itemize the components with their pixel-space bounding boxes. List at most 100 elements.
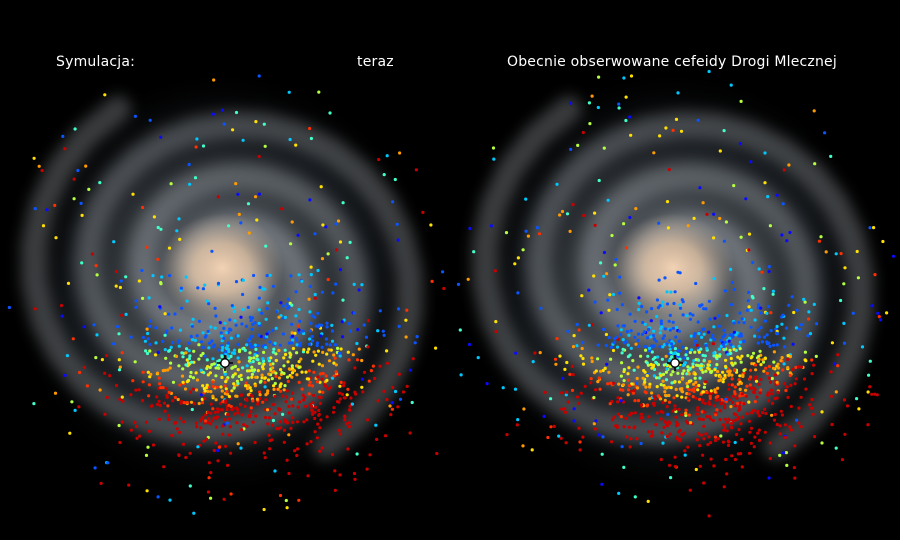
cepheid-dot — [563, 407, 567, 411]
cepheid-dot — [649, 362, 653, 367]
cepheid-dot — [135, 424, 139, 429]
cepheid-dot — [230, 351, 235, 355]
cepheid-dot — [674, 117, 679, 121]
cepheid-dot — [289, 426, 293, 430]
cepheid-dot — [735, 432, 739, 437]
cepheid-dot — [738, 405, 742, 409]
cepheid-dot — [663, 398, 667, 402]
cepheid-dot — [327, 359, 332, 363]
cepheid-dot — [624, 246, 628, 250]
cepheid-dot — [650, 430, 654, 434]
cepheid-dot — [251, 360, 255, 364]
cepheid-dot — [179, 286, 183, 290]
cepheid-dot — [671, 345, 675, 349]
cepheid-dot — [683, 453, 687, 457]
cepheid-dot — [760, 270, 764, 274]
cepheid-dot — [145, 327, 149, 331]
cepheid-dot — [382, 173, 386, 177]
cepheid-dot — [781, 313, 785, 317]
cepheid-dot — [287, 341, 291, 345]
cepheid-dot — [265, 332, 269, 336]
cepheid-dot — [298, 400, 302, 404]
cepheid-dot — [731, 335, 735, 339]
cepheid-dot — [659, 397, 663, 401]
cepheid-dot — [268, 447, 272, 451]
cepheid-dot — [782, 382, 786, 386]
cepheid-dot — [687, 388, 691, 392]
cepheid-dot — [566, 329, 570, 333]
cepheid-dot — [66, 281, 71, 285]
cepheid-dot — [222, 336, 226, 340]
cepheid-dot — [278, 493, 283, 498]
cepheid-dot — [320, 446, 324, 450]
cepheid-dot — [733, 385, 737, 389]
cepheid-dot — [203, 396, 207, 401]
cepheid-dot — [749, 325, 753, 329]
cepheid-dot — [546, 435, 550, 440]
cepheid-dot — [254, 375, 258, 379]
cepheid-dot — [333, 488, 337, 492]
cepheid-dot — [300, 279, 304, 283]
cepheid-dot — [200, 397, 204, 401]
cepheid-dot — [804, 359, 808, 363]
cepheid-dot — [279, 368, 283, 372]
cepheid-dot — [118, 440, 122, 445]
cepheid-dot — [346, 350, 350, 354]
cepheid-dot — [647, 349, 652, 353]
cepheid-dot — [297, 328, 301, 332]
cepheid-dot — [367, 379, 371, 383]
cepheid-dot — [192, 360, 196, 364]
cepheid-dot — [625, 435, 629, 439]
cepheid-dot — [671, 370, 675, 374]
cepheid-dot — [236, 368, 240, 372]
cepheid-dot — [565, 212, 570, 216]
cepheid-dot — [246, 202, 251, 206]
cepheid-dot — [731, 394, 735, 398]
cepheid-dot — [71, 337, 75, 341]
cepheid-dot — [765, 340, 769, 344]
cepheid-dot — [171, 399, 175, 403]
cepheid-dot — [347, 358, 351, 362]
cepheid-dot — [513, 387, 518, 391]
cepheid-dot — [212, 448, 216, 453]
cepheid-dot — [655, 298, 659, 302]
cepheid-dot — [168, 498, 172, 502]
cepheid-dot — [244, 381, 248, 385]
cepheid-dot — [294, 290, 298, 294]
cepheid-dot — [619, 374, 623, 378]
cepheid-dot — [117, 423, 121, 428]
cepheid-dot — [698, 417, 702, 421]
cepheid-dot — [274, 326, 278, 330]
cepheid-dot — [597, 75, 601, 79]
cepheid-dot — [676, 430, 681, 434]
cepheid-dot — [694, 396, 698, 400]
cepheid-dot — [210, 249, 214, 253]
cepheid-dot — [721, 440, 725, 444]
cepheid-dot — [346, 387, 350, 391]
cepheid-dot — [783, 345, 787, 349]
cepheid-dot — [789, 428, 793, 432]
cepheid-dot — [114, 284, 118, 288]
cepheid-dot — [590, 323, 594, 327]
cepheid-dot — [155, 371, 160, 375]
cepheid-dot — [267, 416, 271, 420]
cepheid-dot — [252, 273, 256, 278]
cepheid-dot — [622, 379, 626, 383]
cepheid-dot — [385, 361, 390, 365]
cepheid-dot — [689, 421, 693, 425]
cepheid-dot — [196, 286, 200, 290]
cepheid-dot — [579, 391, 583, 395]
cepheid-dot — [748, 383, 752, 387]
cepheid-dot — [315, 343, 319, 348]
cepheid-dot — [710, 336, 714, 340]
cepheid-dot — [664, 370, 668, 374]
cepheid-dot — [314, 324, 318, 328]
cepheid-dot — [670, 342, 674, 346]
cepheid-dot — [753, 363, 758, 367]
cepheid-dot — [255, 397, 259, 401]
cepheid-dot — [162, 401, 167, 405]
cepheid-dot — [671, 320, 675, 324]
cepheid-dot — [612, 415, 616, 419]
cepheid-dot — [619, 399, 623, 403]
cepheid-dot — [745, 384, 749, 388]
